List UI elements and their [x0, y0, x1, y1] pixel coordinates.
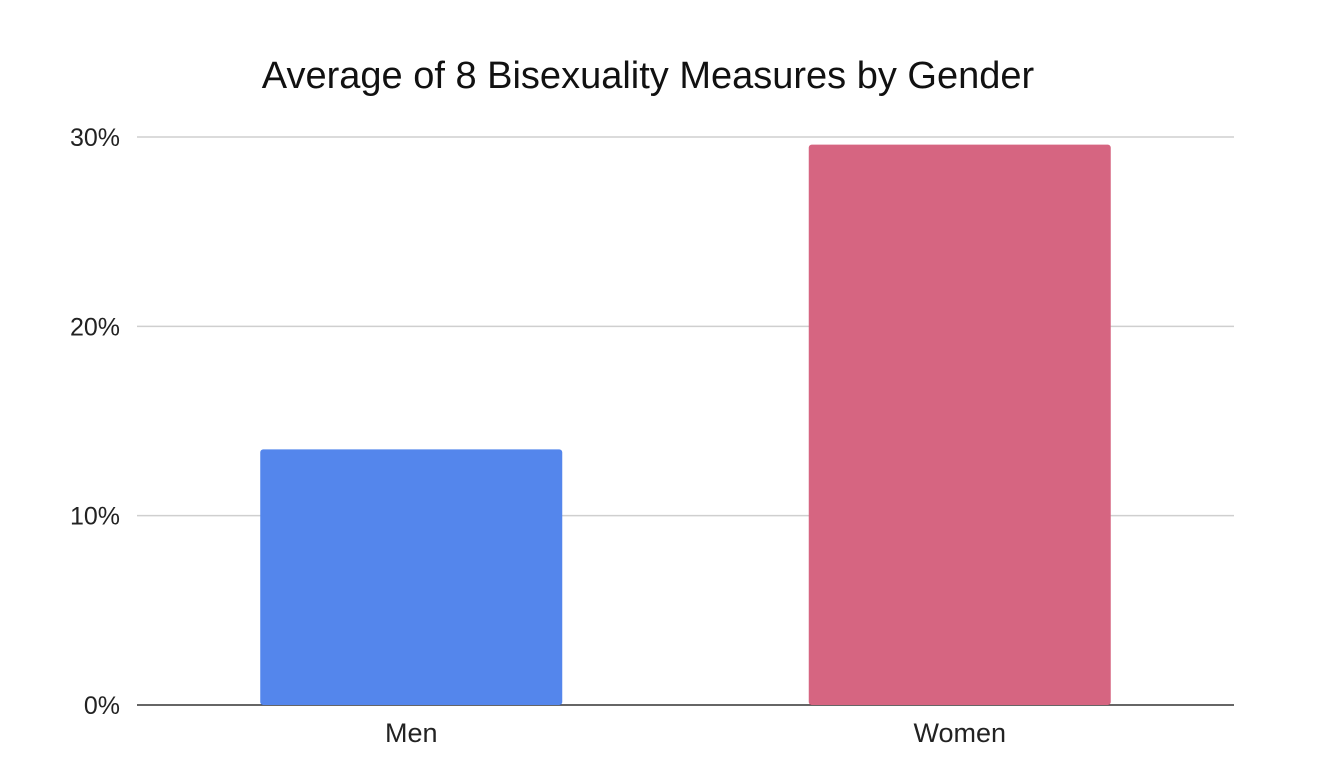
- y-tick-label: 30%: [70, 124, 120, 152]
- y-axis-tick-labels: 0% 10% 20% 30%: [70, 124, 120, 720]
- y-tick-label: 0%: [84, 692, 120, 720]
- y-tick-label: 20%: [70, 313, 120, 341]
- bar-men: [260, 449, 563, 705]
- bars: [260, 144, 1111, 705]
- y-tick-label: 10%: [70, 503, 120, 531]
- chart-title: Average of 8 Bisexuality Measures by Gen…: [262, 55, 1035, 97]
- x-axis-category-labels: Men Women: [385, 718, 1006, 748]
- bar-women: [808, 144, 1111, 705]
- x-category-label: Men: [385, 718, 438, 748]
- x-category-label: Women: [913, 718, 1006, 748]
